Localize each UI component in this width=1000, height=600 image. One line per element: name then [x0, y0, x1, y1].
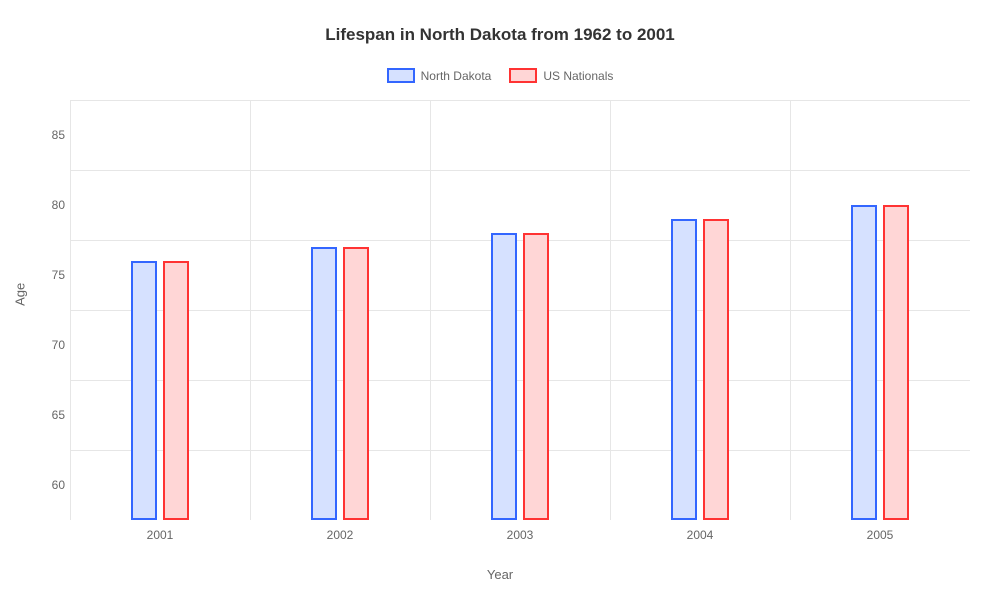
x-tick-label: 2003	[507, 528, 534, 542]
gridline-horizontal	[70, 380, 970, 381]
bar	[491, 233, 517, 520]
gridline-horizontal	[70, 100, 970, 101]
plot-area	[70, 100, 970, 520]
gridline-horizontal	[70, 170, 970, 171]
y-tick-label: 65	[52, 408, 65, 422]
bar	[311, 247, 337, 520]
gridline-horizontal	[70, 310, 970, 311]
x-tick-label: 2002	[327, 528, 354, 542]
bar	[131, 261, 157, 520]
y-tick-label: 60	[52, 478, 65, 492]
gridline-horizontal	[70, 240, 970, 241]
legend-label-1: US Nationals	[543, 69, 613, 83]
chart-container: Lifespan in North Dakota from 1962 to 20…	[0, 0, 1000, 600]
bar	[163, 261, 189, 520]
legend-item-1: US Nationals	[509, 68, 613, 83]
legend-label-0: North Dakota	[421, 69, 492, 83]
legend-swatch-1	[509, 68, 537, 83]
gridline-horizontal	[70, 450, 970, 451]
bar	[851, 205, 877, 520]
x-tick-label: 2004	[687, 528, 714, 542]
bar	[523, 233, 549, 520]
chart-legend: North Dakota US Nationals	[0, 68, 1000, 83]
y-tick-label: 70	[52, 338, 65, 352]
bar	[703, 219, 729, 520]
y-tick-label: 85	[52, 128, 65, 142]
bar	[883, 205, 909, 520]
y-axis-label: Age	[13, 283, 28, 306]
x-tick-label: 2001	[147, 528, 174, 542]
x-axis-label: Year	[0, 567, 1000, 582]
y-tick-label: 80	[52, 198, 65, 212]
y-tick-label: 75	[52, 268, 65, 282]
chart-title: Lifespan in North Dakota from 1962 to 20…	[0, 25, 1000, 45]
bar	[343, 247, 369, 520]
legend-item-0: North Dakota	[387, 68, 492, 83]
legend-swatch-0	[387, 68, 415, 83]
bar	[671, 219, 697, 520]
x-tick-label: 2005	[867, 528, 894, 542]
